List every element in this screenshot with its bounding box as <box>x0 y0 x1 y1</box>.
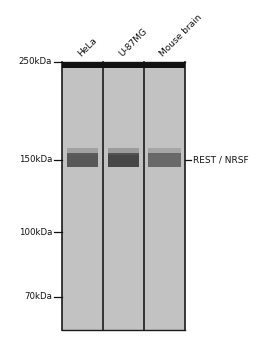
Text: U-87MG: U-87MG <box>117 26 149 58</box>
Bar <box>67 148 99 155</box>
Text: REST / NRSF: REST / NRSF <box>193 155 249 164</box>
Bar <box>62 62 103 330</box>
Text: 250kDa: 250kDa <box>19 57 52 67</box>
Bar <box>103 62 144 68</box>
Bar <box>148 153 181 167</box>
Bar <box>144 62 185 330</box>
Bar <box>108 148 139 155</box>
Text: 150kDa: 150kDa <box>19 155 52 164</box>
Text: HeLa: HeLa <box>76 35 99 58</box>
Bar <box>108 153 139 167</box>
Text: Mouse brain: Mouse brain <box>158 12 204 58</box>
Bar <box>144 62 185 68</box>
Bar <box>103 62 144 330</box>
Text: 100kDa: 100kDa <box>19 228 52 237</box>
Bar <box>148 148 181 155</box>
Bar <box>62 62 103 68</box>
Bar <box>67 153 99 167</box>
Text: 70kDa: 70kDa <box>24 292 52 301</box>
